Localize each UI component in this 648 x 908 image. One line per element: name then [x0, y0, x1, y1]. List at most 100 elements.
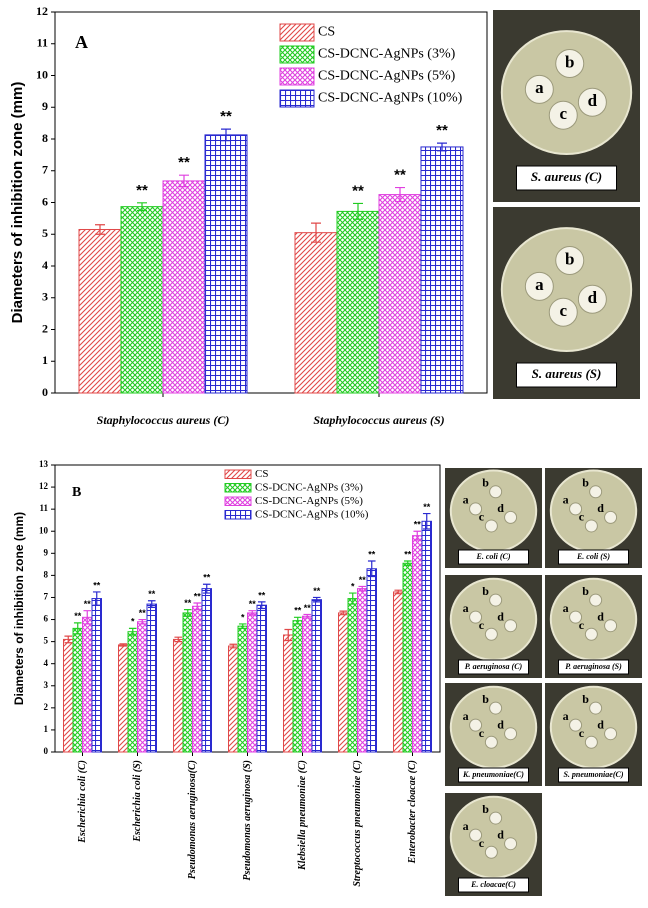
significance-label: **	[294, 606, 302, 616]
significance-label: **	[74, 611, 82, 621]
petri-dish	[549, 577, 638, 661]
well-letter: d	[597, 609, 604, 623]
bar	[63, 638, 74, 753]
well	[489, 485, 503, 499]
well	[555, 48, 585, 78]
error-bar	[238, 623, 247, 629]
significance-label: **	[404, 549, 412, 559]
significance-label: **	[194, 591, 202, 601]
error-bar	[312, 596, 321, 603]
error-bar	[179, 174, 189, 188]
y-tick-label: 5	[44, 636, 49, 646]
petri-dish	[449, 685, 538, 769]
well	[604, 727, 618, 741]
error-bar	[202, 583, 211, 594]
well-letter: c	[479, 510, 485, 524]
well	[589, 701, 603, 715]
well	[589, 485, 603, 499]
error-bar	[403, 560, 412, 567]
well	[484, 627, 498, 641]
error-bar	[95, 224, 105, 235]
x-tick-label: Staphylococcus aureus (C)	[97, 413, 230, 427]
x-tick-label: Staphylococcus aureus (S)	[313, 413, 444, 427]
bar	[412, 535, 423, 753]
significance-label: **	[304, 603, 312, 613]
y-tick-label: 7	[44, 592, 49, 602]
legend-label: CS-DCNC-AgNPs (5%)	[318, 69, 456, 84]
caption-box	[458, 549, 529, 565]
well	[555, 245, 585, 275]
y-tick-label: 1	[44, 724, 49, 734]
significance-label: **	[394, 167, 406, 184]
well-letter: d	[497, 501, 504, 515]
well	[584, 735, 598, 749]
bar	[201, 588, 212, 753]
well-letter: d	[588, 91, 598, 110]
legend-label: CS-DCNC-AgNPs (5%)	[255, 495, 363, 507]
caption-box	[458, 877, 529, 893]
well	[484, 519, 498, 533]
legend-swatch	[279, 67, 315, 86]
well	[584, 519, 598, 533]
well-letter: a	[535, 275, 544, 294]
significance-label: **	[359, 575, 367, 585]
y-tick-label: 1	[42, 353, 48, 367]
bar	[247, 612, 258, 753]
error-bar	[119, 643, 128, 647]
legend-swatch	[224, 483, 252, 493]
error-bar	[339, 610, 348, 616]
well-letter: d	[597, 717, 604, 731]
well-letter: b	[482, 476, 489, 490]
error-bar	[147, 600, 156, 608]
well-letter: d	[597, 501, 604, 515]
bar	[420, 146, 464, 394]
significance-label: **	[436, 122, 448, 139]
error-bar	[137, 202, 147, 212]
significance-label: **	[203, 573, 211, 583]
well-letter: b	[582, 476, 589, 490]
well-letter: b	[482, 692, 489, 706]
y-tick-label: 0	[42, 385, 48, 399]
bar	[78, 228, 122, 394]
y-tick-label: 13	[39, 459, 49, 469]
well	[589, 593, 603, 607]
bar	[336, 210, 380, 394]
bar	[294, 232, 338, 394]
well	[584, 627, 598, 641]
x-tick-label: Pseudomonas aeruginosa (S)	[242, 760, 253, 881]
y-tick-label: 2	[42, 321, 48, 335]
significance-label: **	[368, 549, 376, 559]
well-letter: b	[482, 584, 489, 598]
legend-swatch	[224, 510, 252, 520]
bar	[256, 604, 267, 753]
well	[548, 100, 578, 130]
bar	[283, 634, 294, 753]
bar	[402, 562, 413, 753]
well	[489, 593, 503, 607]
well-letter: c	[479, 836, 485, 850]
x-tick-label: Klebsiella pneumoniae (C)	[297, 760, 308, 871]
y-tick-label: 3	[44, 680, 49, 690]
bar	[347, 598, 358, 753]
well	[469, 828, 483, 842]
well	[524, 271, 554, 301]
error-bar	[413, 530, 422, 541]
y-tick-label: 4	[44, 658, 49, 668]
y-tick-label: 8	[42, 131, 48, 145]
legend-swatch	[279, 23, 315, 42]
photo-caption: P. aeruginosa (C)	[465, 662, 523, 671]
error-bar	[394, 589, 403, 595]
photo-caption: P. aeruginosa (S)	[565, 662, 622, 671]
well	[504, 510, 518, 524]
well	[489, 701, 503, 715]
well-letter: c	[559, 301, 567, 320]
well-letter: a	[563, 601, 569, 615]
well-letter: d	[497, 609, 504, 623]
x-tick-label: Enterobacter cloacae (C)	[407, 760, 418, 864]
error-bar	[437, 142, 447, 152]
well-letter: a	[463, 819, 469, 833]
well	[577, 87, 607, 117]
bar	[292, 620, 303, 753]
bar	[421, 520, 432, 753]
bar	[127, 631, 138, 753]
